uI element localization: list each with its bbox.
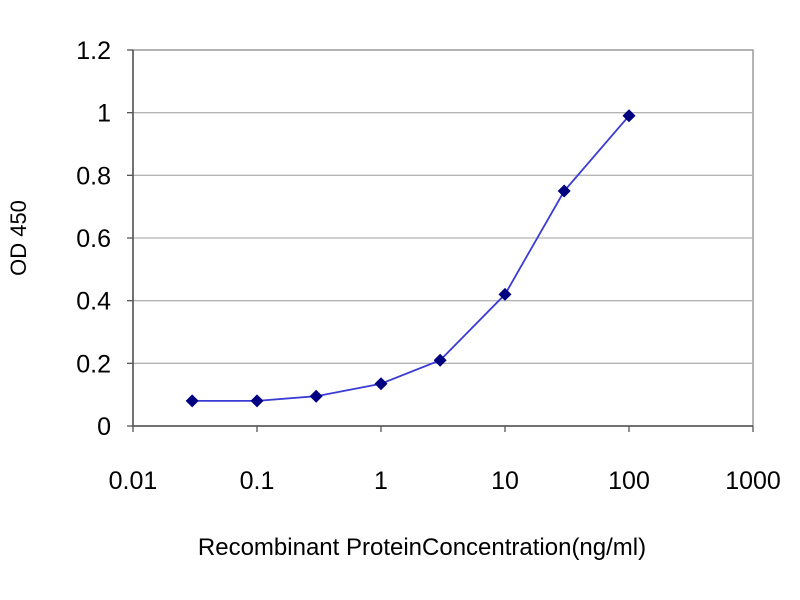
series-line xyxy=(192,115,630,402)
data-point xyxy=(185,394,199,408)
x-tick-labels: 0.01 0.1 1 10 100 1000 xyxy=(109,467,781,495)
y-tick-label: 1 xyxy=(97,100,111,128)
y-axis-label: OD 450 xyxy=(6,200,31,276)
y-tick-label: 0 xyxy=(97,413,111,441)
data-point xyxy=(250,394,264,408)
x-tick-label: 0.01 xyxy=(109,467,158,495)
y-tick-label: 0.8 xyxy=(76,162,111,190)
data-point xyxy=(309,389,323,403)
data-point xyxy=(557,184,571,198)
y-tick-label: 1.2 xyxy=(76,37,111,65)
x-tick-label: 100 xyxy=(608,467,650,495)
axes xyxy=(127,49,754,432)
x-tick-label: 10 xyxy=(491,467,519,495)
x-tick-label: 1000 xyxy=(725,467,781,495)
x-tick-label: 0.1 xyxy=(240,467,275,495)
x-axis-label: Recombinant ProteinConcentration(ng/ml) xyxy=(198,534,646,561)
data-point xyxy=(498,287,512,301)
gridlines xyxy=(133,112,753,364)
y-tick-label: 0.6 xyxy=(76,225,111,253)
y-tick-labels: 0 0.2 0.4 0.6 0.8 1 1.2 xyxy=(76,37,111,441)
x-tick-label: 1 xyxy=(374,467,388,495)
data-point xyxy=(433,353,447,367)
series xyxy=(185,109,636,408)
data-point xyxy=(374,377,388,391)
y-tick-label: 0.4 xyxy=(76,288,111,316)
data-point xyxy=(622,109,636,123)
y-tick-label: 0.2 xyxy=(76,350,111,378)
